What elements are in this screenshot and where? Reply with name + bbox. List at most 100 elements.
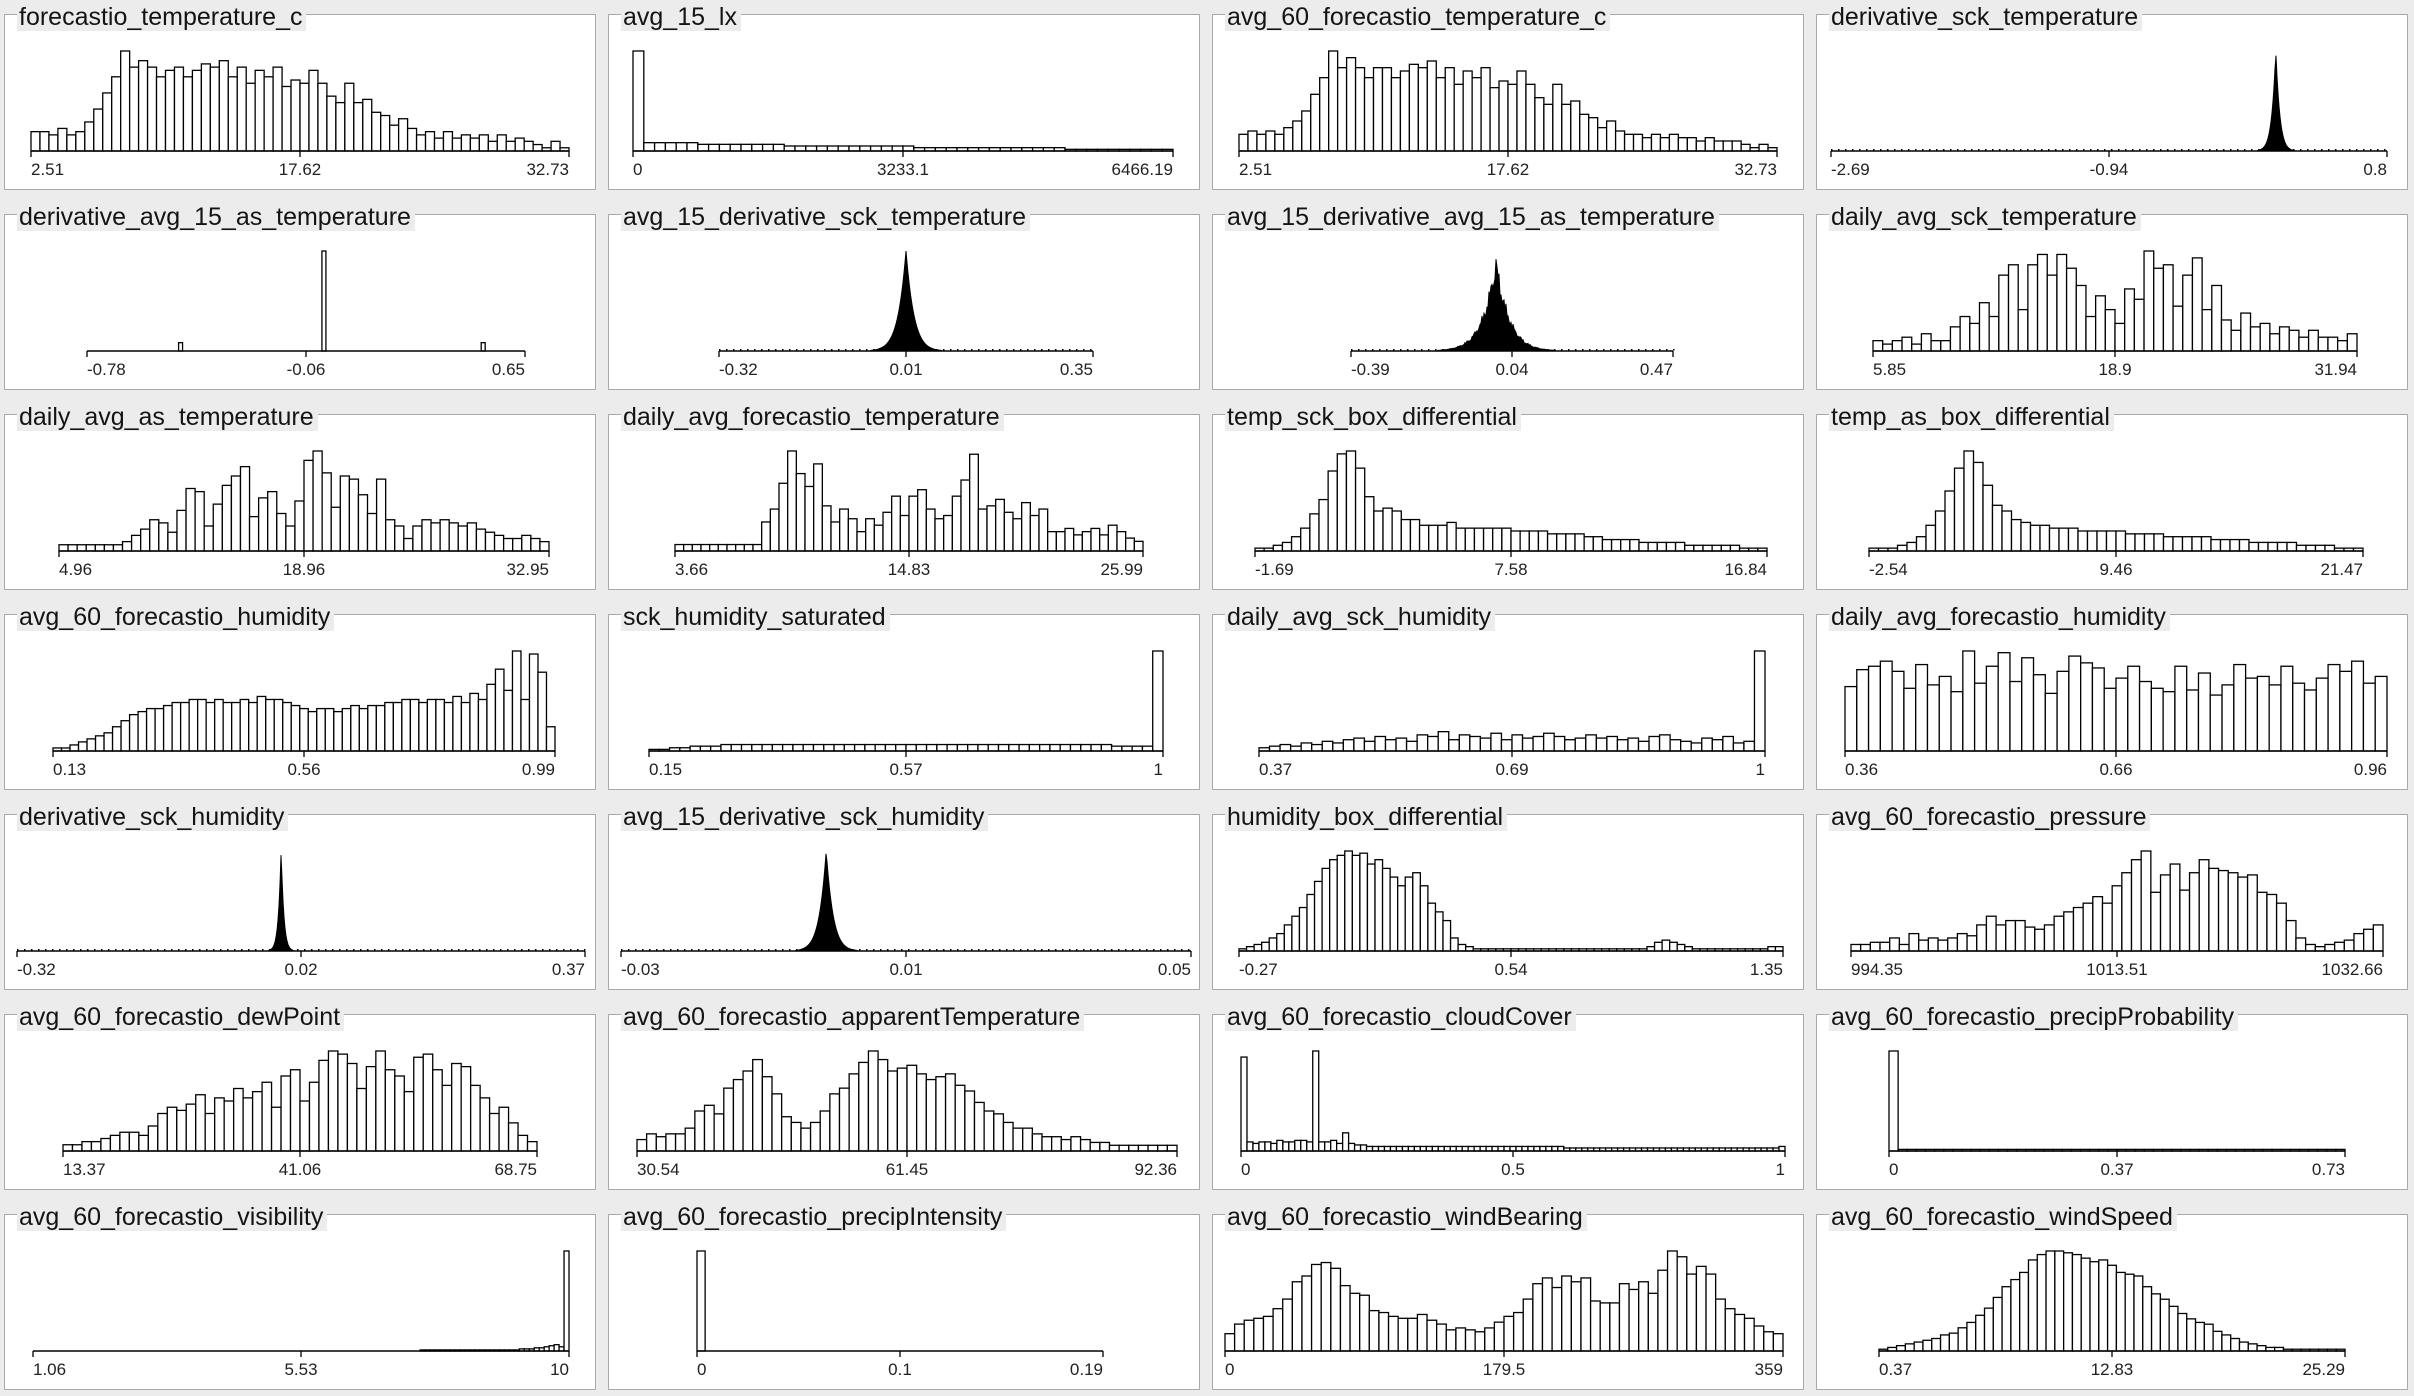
histogram-bar: [1426, 60, 1437, 152]
histogram-bar: [1753, 650, 1766, 752]
histogram-bar: [330, 506, 341, 552]
histogram-bar: [2056, 253, 2068, 352]
histogram-bar: [2188, 872, 2200, 952]
histogram-speck: [950, 949, 952, 951]
histogram-bar: [643, 142, 656, 152]
histogram-bar: [272, 66, 283, 152]
histogram-bar: [1934, 510, 1946, 552]
histogram-speck: [2076, 149, 2078, 151]
histogram-bar: [1583, 536, 1594, 552]
histogram-bar: [2005, 919, 2017, 952]
histogram-bar: [318, 1059, 330, 1152]
histogram-bar: [62, 1144, 74, 1152]
histogram-bar: [550, 140, 561, 152]
histogram-bar: [1701, 737, 1713, 752]
histogram-speck: [2349, 149, 2351, 151]
histogram-bar: [469, 137, 480, 152]
histogram-bar: [2058, 527, 2070, 552]
histogram-panel: avg_60_forecastio_visibility 1.06 5.53 10: [4, 1203, 596, 1390]
histogram-bar: [1246, 1141, 1254, 1152]
histogram-bar: [1959, 315, 1971, 352]
histogram-bar: [1869, 941, 1881, 952]
histogram-speck: [1034, 349, 1036, 351]
histogram-plot: 0.37 0.69 1: [1258, 650, 1766, 779]
histogram-bar: [2162, 264, 2174, 352]
histogram-speck: [1358, 349, 1360, 351]
histogram-bar: [2142, 1286, 2153, 1352]
histogram-bar: [769, 508, 780, 552]
histogram-bar: [2168, 1305, 2179, 1352]
histogram-bar: [1969, 322, 1981, 352]
histogram-bar: [84, 121, 95, 152]
histogram-bar: [424, 131, 436, 152]
histogram-speck: [437, 949, 439, 951]
histogram-bar: [236, 66, 247, 152]
x-tick-label: -2.54: [1869, 560, 1908, 579]
histogram-bar: [2029, 524, 2041, 552]
histogram-bar: [337, 1053, 349, 1152]
histogram-bar: [1300, 527, 1311, 552]
histogram-speck: [2321, 149, 2323, 151]
histogram-speck: [901, 949, 903, 951]
histogram-title: sck_humidity_saturated: [621, 603, 890, 631]
histogram-density: [621, 853, 1191, 952]
histogram-bar: [2374, 675, 2388, 752]
histogram-bar: [1336, 854, 1346, 952]
histogram-speck: [199, 949, 201, 951]
histogram-bar: [367, 704, 377, 752]
histogram-bar: [155, 76, 167, 152]
histogram-bar: [2327, 336, 2339, 352]
histogram-bar: [1281, 541, 1293, 552]
histogram-bar: [2305, 544, 2317, 552]
histogram-bar: [1253, 943, 1263, 952]
histogram-bar: [2346, 333, 2358, 352]
histogram-speck: [388, 949, 390, 951]
histogram-bar: [276, 512, 287, 552]
histogram-speck: [1407, 349, 1409, 351]
histogram-bar: [1537, 530, 1549, 552]
histogram-bar: [496, 134, 507, 152]
histogram-plot: 4.96 18.96 32.95: [58, 450, 550, 579]
histogram-bar: [2068, 655, 2082, 752]
histogram-speck: [1083, 349, 1085, 351]
histogram-bar: [1029, 514, 1040, 552]
x-tick-label: 0.13: [53, 760, 86, 779]
histogram-speck: [1957, 149, 1959, 151]
histogram-bar: [2114, 322, 2126, 352]
histogram-bar: [128, 713, 139, 752]
histogram-speck: [1582, 349, 1584, 351]
histogram-bar: [943, 514, 953, 552]
histogram-bar: [1957, 1327, 1968, 1352]
histogram-speck: [992, 949, 994, 951]
histogram-speck: [1659, 349, 1661, 351]
histogram-bar: [1328, 50, 1339, 152]
histogram-speck: [789, 349, 791, 351]
histogram-bar: [460, 1065, 472, 1152]
histogram-plot: 0.36 0.66 0.96: [1844, 650, 2388, 779]
histogram-speck: [1852, 149, 1854, 151]
histogram-bar: [1391, 510, 1402, 552]
histogram-speck: [2216, 149, 2218, 151]
histogram-bar: [761, 1076, 773, 1152]
histogram-bar: [1948, 1332, 1959, 1352]
histogram-plot: 0.15 0.57 1: [648, 650, 1164, 779]
histogram-bar: [356, 1087, 368, 1152]
histogram-speck: [108, 949, 110, 951]
histogram-speck: [1652, 349, 1654, 351]
histogram-plot: 0.13 0.56 0.99: [52, 650, 556, 779]
histogram-speck: [458, 949, 460, 951]
histogram-bar: [1609, 1302, 1621, 1352]
histogram-bar: [1374, 735, 1387, 752]
histogram-bar: [1427, 902, 1437, 952]
histogram-speck: [2307, 149, 2309, 151]
histogram-bar: [2124, 1273, 2135, 1352]
histogram-bar: [537, 671, 548, 752]
histogram-bar: [1882, 343, 1894, 352]
histogram-bar: [2086, 530, 2098, 552]
histogram-speck: [1125, 949, 1127, 951]
histogram-speck: [1610, 349, 1612, 351]
histogram-speck: [1442, 349, 1444, 351]
histogram-bar: [1444, 67, 1455, 152]
histogram-bar: [2019, 1271, 2030, 1352]
histogram-plot: -1.69 7.58 16.84: [1254, 450, 1768, 579]
